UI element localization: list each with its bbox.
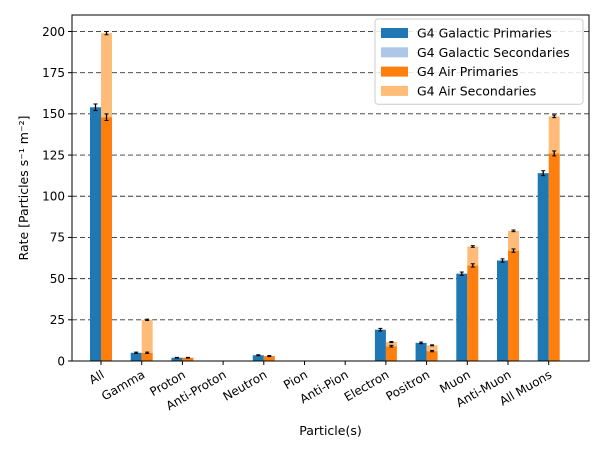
legend-label: G4 Air Primaries — [417, 64, 518, 79]
bar — [171, 357, 183, 361]
y-tick-label: 100 — [42, 190, 65, 204]
bar — [182, 357, 194, 361]
bar — [263, 356, 275, 361]
bar — [101, 33, 112, 118]
bar — [141, 352, 153, 361]
legend-swatch — [381, 47, 408, 58]
bar — [141, 319, 153, 353]
bar — [508, 250, 519, 361]
legend-label: G4 Galactic Primaries — [417, 26, 552, 41]
y-axis-label: Rate [Particles s⁻¹ m⁻²] — [16, 116, 31, 261]
y-tick-label: 200 — [42, 25, 65, 39]
x-tick-label: Neutron — [220, 367, 269, 403]
bar — [467, 246, 479, 266]
plot-frame — [71, 14, 590, 362]
y-tick-label: 150 — [42, 107, 65, 121]
y-axis: 0 25 50 75 100 125 150 175 200 — [42, 25, 72, 368]
bars — [90, 33, 560, 362]
bar — [385, 342, 397, 347]
x-tick-label: Positron — [383, 367, 432, 403]
legend-swatch — [381, 66, 408, 77]
grid-lines — [72, 31, 589, 321]
bar — [426, 351, 438, 361]
y-tick-label: 175 — [42, 66, 65, 80]
bar — [497, 260, 508, 361]
bar — [426, 345, 438, 352]
bar — [101, 117, 112, 362]
y-tick-label: 125 — [42, 148, 65, 162]
bar — [90, 107, 101, 362]
bar — [456, 273, 468, 361]
y-tick-label: 50 — [50, 272, 65, 286]
bar — [548, 116, 560, 154]
bar — [385, 346, 397, 361]
x-axis-label: Particle(s) — [299, 423, 361, 438]
legend-label: G4 Galactic Secondaries — [417, 45, 570, 60]
y-tick-label: 0 — [57, 354, 65, 368]
x-tick-label: All — [87, 367, 107, 387]
legend-swatch — [381, 85, 408, 96]
legend: G4 Galactic Primaries G4 Galactic Seconda… — [374, 18, 584, 105]
bar — [467, 265, 479, 361]
x-tick-label: Gamma — [99, 367, 147, 403]
legend-swatch — [381, 28, 408, 38]
bar — [415, 342, 427, 361]
y-tick-label: 25 — [50, 313, 65, 327]
legend-label: G4 Air Secondaries — [417, 83, 536, 98]
x-tick-label: Electron — [342, 367, 392, 404]
bar — [252, 355, 264, 361]
y-tick-label: 75 — [50, 231, 65, 245]
error-bars — [93, 30, 557, 359]
bar — [508, 230, 519, 251]
bar — [374, 329, 386, 361]
legend-box — [374, 18, 584, 105]
bar — [548, 153, 560, 361]
bar — [537, 173, 549, 361]
bar — [130, 352, 142, 361]
